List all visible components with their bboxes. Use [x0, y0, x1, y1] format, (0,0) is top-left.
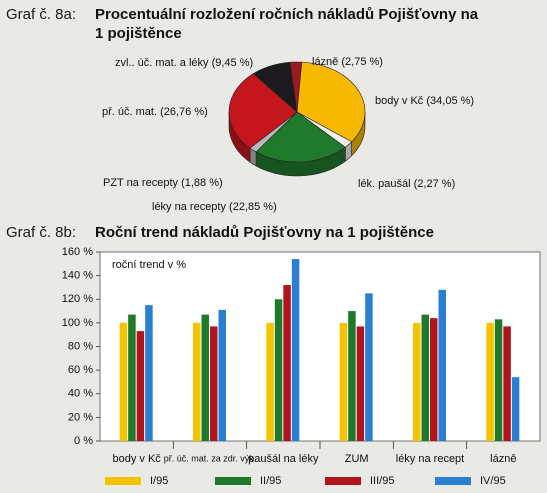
bar: [128, 314, 136, 441]
bar: [145, 305, 153, 441]
bar: [494, 319, 503, 441]
slice-name: PZT na recepty: [103, 177, 178, 189]
pie-slice: [296, 61, 366, 143]
legend-swatch: [325, 477, 361, 485]
x-tick-label: léky na recept: [396, 453, 464, 465]
bar: [210, 326, 218, 441]
slice-value-label: (22,85 %): [229, 201, 277, 213]
bar: [413, 322, 421, 441]
pie-slice: [255, 111, 346, 163]
bar: [119, 322, 128, 441]
legend-label: I/95: [150, 475, 168, 487]
bar: [421, 314, 429, 441]
y-tick-label: 60 %: [68, 364, 93, 376]
slice-value-label: (34,05 %): [426, 95, 474, 107]
y-tick-label: 120 %: [62, 293, 93, 305]
pie-slice: [289, 61, 303, 113]
slice-name: zvl.. úč. mat. a léky: [115, 57, 209, 69]
legend-swatch: [435, 477, 471, 485]
slice-value-label: (26,76 %): [160, 106, 208, 118]
slice-label: PZT na recepty (1,88 %): [103, 177, 223, 189]
bar: [438, 289, 446, 441]
x-tick-label: lázně: [490, 453, 516, 465]
pie-slice: [252, 61, 298, 113]
bar: [486, 322, 494, 441]
bar: [365, 293, 373, 441]
bar: [266, 322, 274, 441]
bar: [283, 285, 291, 441]
slice-name: př. úč. mat.: [102, 106, 157, 118]
slice-value-label: (2,75 %): [341, 56, 383, 68]
slice-value-label: (9,45 %): [212, 57, 254, 69]
y-axis-label: roční trend v %: [112, 259, 186, 271]
bar: [291, 259, 300, 441]
slice-label: lék. paušál (2,27 %): [358, 178, 455, 190]
pie-slice: [228, 73, 298, 149]
figure-label: Graf č. 8a:: [6, 6, 77, 23]
bar: [503, 326, 511, 441]
y-tick-label: 80 %: [68, 340, 93, 352]
y-tick-label: 40 %: [68, 388, 93, 400]
chart-title: Roční trend nákladů Pojišťovny na 1 poji…: [95, 224, 434, 241]
y-tick-label: 0 %: [74, 435, 93, 447]
slice-label: př. úč. mat. (26,76 %): [102, 106, 208, 118]
x-tick-label: ZUM: [345, 453, 369, 465]
slice-label: léky na recepty (22,85 %): [152, 201, 277, 213]
slice-value-label: (2,27 %): [414, 178, 456, 190]
slice-name: body v Kč: [375, 95, 424, 107]
x-tick-label: paušál na léky: [248, 453, 319, 465]
slice-name: lázně: [312, 56, 338, 68]
slice-name: lék. paušál: [358, 178, 411, 190]
bar: [356, 326, 365, 441]
slice-value-label: (1,88 %): [181, 177, 223, 189]
figure-label: Graf č. 8b:: [6, 224, 77, 241]
x-tick-label: př. úč. mat. za zdr. výk.: [164, 453, 257, 463]
bar: [348, 311, 356, 441]
slice-label: lázně (2,75 %): [312, 56, 383, 68]
plot-area: [99, 251, 541, 442]
slice-name: léky na recepty: [152, 201, 226, 213]
bar: [218, 309, 226, 441]
bar: [201, 314, 209, 441]
slice-label: body v Kč (34,05 %): [375, 95, 474, 107]
bar: [430, 318, 438, 441]
chart-title: Procentuální rozložení ročních nákladů P…: [95, 6, 479, 42]
slice-label: zvl.. úč. mat. a léky (9,45 %): [115, 57, 253, 69]
legend-swatch: [105, 477, 141, 485]
bar: [193, 322, 201, 441]
bar: [136, 331, 145, 441]
x-tick-label: body v Kč: [113, 453, 162, 465]
y-tick-label: 100 %: [62, 317, 93, 329]
bar: [511, 377, 520, 441]
y-tick-label: 20 %: [68, 411, 93, 423]
legend-label: IV/95: [480, 475, 506, 487]
y-tick-label: 140 %: [62, 270, 93, 282]
bar: [339, 322, 348, 441]
bar: [274, 299, 283, 441]
legend-label: III/95: [370, 475, 394, 487]
legend-swatch: [215, 477, 251, 485]
legend-label: II/95: [260, 475, 281, 487]
y-tick-label: 160 %: [62, 246, 93, 258]
